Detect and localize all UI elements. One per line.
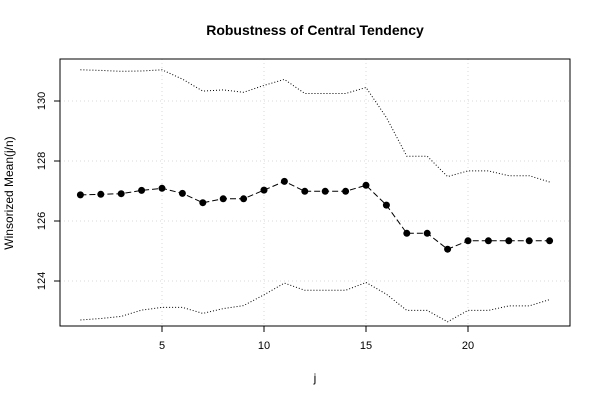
data-point — [342, 187, 350, 195]
chart-title: Robustness of Central Tendency — [206, 22, 424, 38]
data-point — [76, 191, 84, 199]
x-tick-label: 15 — [360, 340, 372, 352]
series-line-mean — [80, 180, 550, 250]
data-point — [97, 190, 105, 198]
data-point — [117, 190, 125, 198]
data-point — [301, 187, 309, 195]
data-point — [178, 189, 186, 197]
grid — [60, 59, 570, 326]
y-tick-label: 126 — [36, 212, 48, 230]
data-point — [464, 237, 472, 245]
series-line-upper — [80, 69, 550, 183]
data-point — [260, 186, 268, 194]
data-point — [484, 237, 492, 245]
y-tick-label: 128 — [36, 152, 48, 170]
data-point — [382, 201, 390, 209]
x-tick-label: 20 — [462, 340, 474, 352]
y-axis-label: Winsorized Mean(j/n) — [2, 136, 16, 249]
data-point — [546, 237, 554, 245]
x-tick-label: 5 — [159, 340, 165, 352]
data-point — [444, 245, 452, 253]
data-point — [240, 195, 248, 203]
data-point — [362, 181, 370, 189]
data-point — [403, 229, 411, 237]
data-point — [525, 237, 533, 245]
series-line-lower — [80, 281, 550, 323]
y-tick-label: 130 — [36, 92, 48, 110]
data-point — [219, 195, 227, 203]
data-point — [158, 184, 166, 192]
data-point — [423, 229, 431, 237]
x-axis: 5 10 15 20 — [159, 326, 474, 352]
x-tick-label: 10 — [258, 340, 270, 352]
data-point — [321, 187, 329, 195]
data-point — [138, 186, 146, 194]
x-axis-label: j — [313, 371, 317, 385]
data-point — [199, 199, 207, 207]
plot-frame — [59, 58, 571, 327]
y-axis: 124 126 128 130 — [36, 92, 60, 290]
data-point — [505, 237, 513, 245]
series-layer — [76, 69, 554, 323]
data-point — [280, 177, 288, 185]
y-tick-label: 124 — [36, 272, 48, 290]
